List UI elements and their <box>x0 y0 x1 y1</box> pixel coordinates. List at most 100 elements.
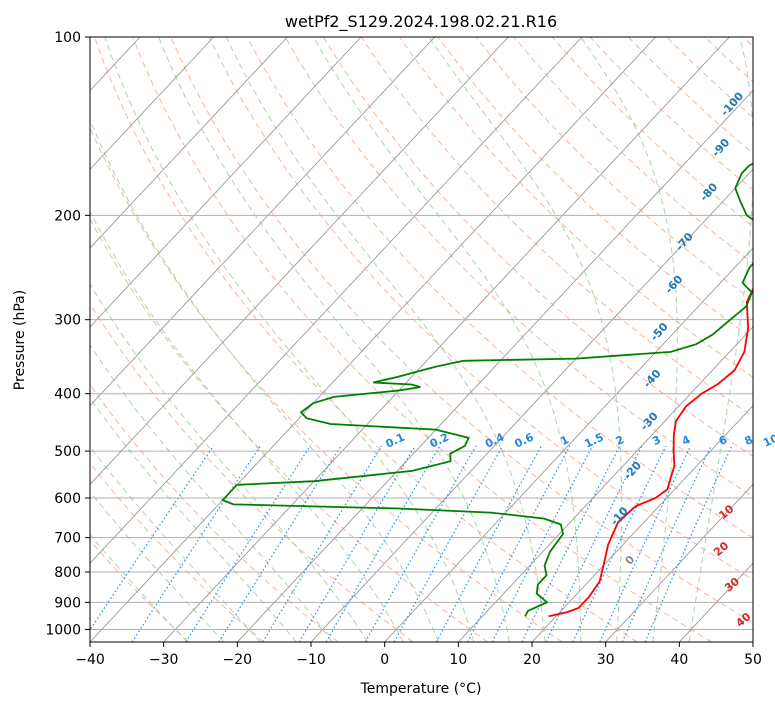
mixing-ratio-line <box>262 445 383 642</box>
dry-adiabat-line <box>246 37 753 539</box>
dry-adiabat-line <box>90 217 488 642</box>
mixing-ratio-line <box>364 445 477 642</box>
mixing-ratio-label: 0.6 <box>513 430 536 450</box>
moist-adiabat-line <box>104 37 475 642</box>
isotherm-line <box>90 37 436 407</box>
moist-adiabat-line <box>580 37 678 642</box>
isotherm-line <box>90 37 657 642</box>
isotherm-line <box>458 326 753 642</box>
mixing-ratio-label: 0.4 <box>483 430 506 450</box>
dry-adiabat-line <box>284 37 753 498</box>
mixing-ratio-line <box>599 445 692 642</box>
x-tick-label: −10 <box>296 652 326 668</box>
x-tick-label: −30 <box>149 652 179 668</box>
mixing-ratio-label: 6 <box>717 433 730 448</box>
x-tick-label: 10 <box>449 652 467 668</box>
isotherm-line <box>90 37 288 249</box>
x-tick-label: −40 <box>75 652 105 668</box>
y-tick-label: 100 <box>54 30 81 46</box>
isotherm-line <box>605 483 753 642</box>
moist-adiabat-line <box>90 397 297 642</box>
x-tick-label: 50 <box>744 652 762 668</box>
moist-adiabat-line <box>158 37 510 642</box>
dewpoint-line <box>221 162 753 617</box>
y-tick-label: 200 <box>54 208 81 224</box>
mixing-ratio-label: 3 <box>650 433 662 448</box>
dry-adiabat-line <box>475 37 753 302</box>
y-tick-label: 600 <box>54 491 81 507</box>
mixing-ratio-label: 1 <box>558 433 570 448</box>
mixing-ratio-line <box>298 445 416 642</box>
theta-e-label: 0 <box>623 553 638 568</box>
dry-adiabat-line <box>589 37 753 191</box>
mixing-ratio-line <box>435 445 542 642</box>
isotherm-line <box>531 404 753 642</box>
lcl-label: 40 <box>733 610 753 630</box>
dry-adiabat-line <box>742 37 753 47</box>
mixing-ratio-label: 4 <box>680 433 693 448</box>
theta-e-label: -60 <box>663 272 686 296</box>
y-tick-label: 1000 <box>45 622 81 638</box>
isotherm-line <box>90 37 583 564</box>
dry-adiabat-line <box>437 37 753 340</box>
dry-adiabat-line <box>90 462 264 642</box>
mixing-ratio-label: 0.2 <box>428 431 451 451</box>
isotherm-line <box>310 168 753 642</box>
mixing-ratio-line <box>572 445 667 642</box>
mixing-ratio-line <box>521 445 621 642</box>
isotherm-line <box>163 37 730 642</box>
theta-e-label: -100 <box>718 89 746 118</box>
dry-adiabat-line <box>170 37 753 624</box>
mixing-ratio-label: 0.1 <box>384 431 407 451</box>
chart-title: wetPf2_S129.2024.198.02.21.R16 <box>285 12 557 32</box>
mixing-ratio-line <box>644 445 733 642</box>
mixing-ratio-label: 1.5 <box>583 431 606 451</box>
mixing-ratio-line <box>393 445 504 642</box>
y-tick-label: 500 <box>54 444 81 460</box>
theta-e-label: -40 <box>641 367 664 391</box>
dry-adiabat-line <box>208 37 753 581</box>
x-tick-label: 20 <box>523 652 541 668</box>
moist-adiabat-line <box>90 490 225 642</box>
mixing-ratio-line <box>90 445 215 631</box>
mixing-ratio-label: 2 <box>614 433 626 448</box>
axis-ticks: −40 −30 −20 −10 0 10 20 30 40 5010020030040050060… <box>45 30 762 668</box>
mixing-ratio-line <box>491 445 594 642</box>
isotherm-line <box>384 247 753 642</box>
x-tick-label: −20 <box>223 652 253 668</box>
mixing-ratio-line <box>185 445 311 642</box>
y-tick-label: 300 <box>54 313 81 329</box>
moist-adiabat-line <box>90 118 439 642</box>
y-tick-label: 800 <box>54 565 81 581</box>
isotherm-line <box>237 89 753 642</box>
dry-adiabat-line <box>90 302 414 642</box>
moist-adiabat-line <box>90 445 261 642</box>
y-tick-label: 900 <box>54 595 81 611</box>
isotherm-line <box>90 37 362 328</box>
background-lines <box>0 37 753 642</box>
y-axis-label: Pressure (hPa) <box>12 290 28 390</box>
plot-frame <box>89 36 754 643</box>
isotherm-line <box>0 37 66 642</box>
x-tick-label: 30 <box>597 652 615 668</box>
mixing-ratio-label: 10 <box>761 431 775 449</box>
dry-adiabat-line <box>132 37 713 642</box>
y-tick-label: 700 <box>54 531 81 547</box>
x-axis-label: Temperature (°C) <box>360 681 482 697</box>
mixing-ratio-line <box>545 445 643 642</box>
line-annotations: -100-90-80-70-60-50-40-30-20-1000.1 0.2 0.… <box>384 89 775 629</box>
isotherm-line <box>752 641 753 642</box>
isotherm-line <box>90 37 215 170</box>
dry-adiabat-line <box>90 126 563 642</box>
moist-adiabat-line <box>428 37 623 642</box>
temperature-line <box>548 286 753 618</box>
moist-adiabat-line <box>90 343 333 642</box>
profile-lines <box>221 162 753 618</box>
mixing-ratio-line <box>325 445 441 642</box>
dry-adiabat-line <box>93 37 638 642</box>
moist-adiabat-line <box>90 283 369 642</box>
moist-adiabat-line <box>90 210 404 642</box>
y-tick-label: 400 <box>54 387 81 403</box>
